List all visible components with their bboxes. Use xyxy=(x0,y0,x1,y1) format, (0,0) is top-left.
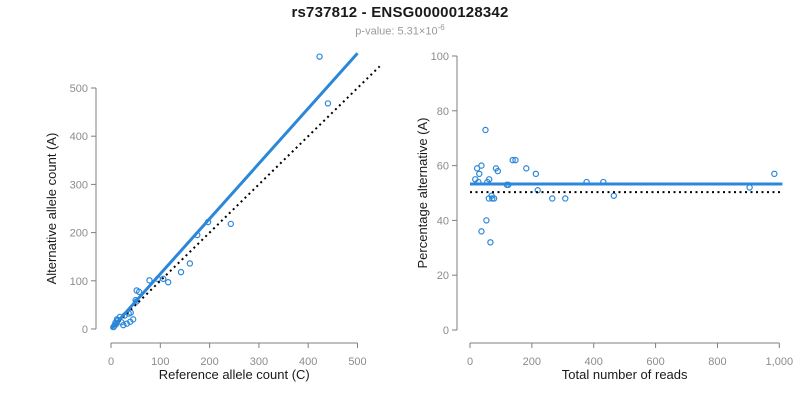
x-tick-label: 1,000 xyxy=(766,356,794,368)
percentage-panel-x-title: Total number of reads xyxy=(562,367,688,382)
x-tick-label: 100 xyxy=(151,356,169,368)
data-point xyxy=(476,170,483,178)
y-tick-label: 300 xyxy=(70,179,88,191)
y-tick-label: 100 xyxy=(431,51,449,63)
x-tick-label: 0 xyxy=(108,356,114,368)
p-value-exponent: -6 xyxy=(437,23,445,32)
x-tick-label: 200 xyxy=(523,356,541,368)
data-point xyxy=(324,100,332,107)
data-point xyxy=(478,228,485,235)
y-tick-label: 200 xyxy=(70,228,88,240)
figure-title: rs737812 - ENSG00000128342 xyxy=(291,4,509,21)
data-point xyxy=(549,195,556,202)
data-point xyxy=(523,165,530,172)
data-point xyxy=(135,288,143,296)
y-tick-label: 0 xyxy=(443,325,449,337)
data-point xyxy=(478,162,485,169)
y-tick-label: 20 xyxy=(437,270,449,282)
x-tick-label: 200 xyxy=(200,356,218,368)
data-point xyxy=(227,220,234,228)
data-point xyxy=(487,239,494,246)
data-point xyxy=(473,165,481,172)
data-point xyxy=(160,275,167,283)
identity-line xyxy=(110,65,381,330)
x-tick-label: 800 xyxy=(708,356,726,368)
data-point xyxy=(509,156,516,164)
y-tick-label: 400 xyxy=(70,131,88,143)
data-point xyxy=(146,277,153,284)
data-point xyxy=(164,279,172,286)
x-tick-label: 0 xyxy=(467,356,473,368)
data-point xyxy=(482,126,489,134)
x-tick-label: 500 xyxy=(348,356,366,368)
data-point xyxy=(512,156,519,164)
data-point xyxy=(746,184,753,191)
y-tick-label: 0 xyxy=(82,324,88,336)
data-point xyxy=(485,176,493,183)
x-tick-label: 300 xyxy=(250,356,268,368)
percentage-panel-y-title: Percentage alternative (A) xyxy=(415,117,430,268)
allele-counts-panel-y-title: Alternative allele count (A) xyxy=(44,133,59,285)
regression-line xyxy=(109,52,359,330)
y-tick-label: 100 xyxy=(70,276,88,288)
x-tick-label: 400 xyxy=(585,356,603,368)
data-point xyxy=(532,170,540,178)
data-point xyxy=(483,217,490,224)
data-point xyxy=(562,195,569,202)
figure-subtitle: p-value: 5.31×10-6 xyxy=(0,23,800,38)
y-tick-label: 40 xyxy=(437,215,449,227)
allele-counts-panel-x-title: Reference allele count (C) xyxy=(159,367,310,382)
y-tick-label: 60 xyxy=(437,161,449,173)
data-point xyxy=(177,268,185,276)
x-tick-label: 400 xyxy=(299,356,317,368)
p-value-text: p-value: 5.31×10 xyxy=(355,25,438,38)
data-point xyxy=(490,195,498,202)
data-point xyxy=(316,53,323,60)
data-point xyxy=(120,321,127,329)
y-tick-label: 80 xyxy=(437,106,449,118)
data-point xyxy=(494,167,502,175)
x-tick-label: 600 xyxy=(646,356,664,368)
data-point xyxy=(129,316,137,323)
data-point xyxy=(610,192,618,199)
data-point xyxy=(186,260,194,267)
y-tick-label: 500 xyxy=(70,83,88,95)
data-point xyxy=(771,170,778,178)
